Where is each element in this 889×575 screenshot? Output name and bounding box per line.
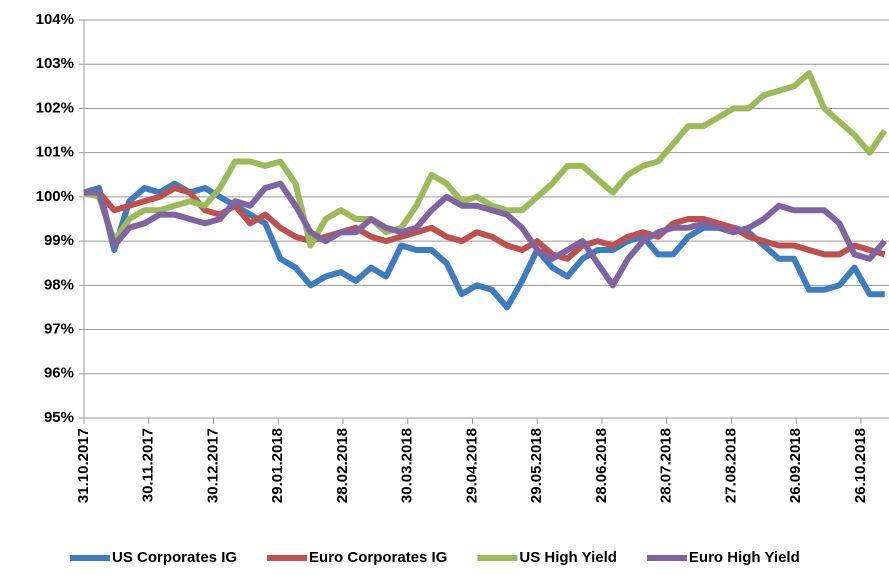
y-tick-label: 98% [44, 276, 74, 293]
y-tick-label: 101% [36, 144, 74, 161]
y-tick-label: 103% [36, 55, 74, 72]
x-tick-label: 30.12.2017 [204, 428, 221, 503]
y-tick-label: 102% [36, 99, 74, 116]
y-tick-label: 96% [44, 365, 74, 382]
x-tick-label: 26.10.2018 [852, 428, 869, 503]
y-tick-label: 100% [36, 188, 74, 205]
x-tick-label: 28.02.2018 [334, 428, 351, 503]
legend-label: US Corporates IG [112, 549, 237, 566]
legend-label: Euro High Yield [689, 549, 800, 566]
x-tick-label: 29.04.2018 [463, 428, 480, 503]
x-tick-label: 31.10.2017 [75, 428, 92, 503]
legend-label: US High Yield [519, 549, 617, 566]
series-line [83, 70, 888, 249]
x-tick-label: 28.06.2018 [593, 428, 610, 503]
y-tick-label: 104% [36, 11, 74, 28]
x-tick-label: 29.01.2018 [269, 428, 286, 503]
x-tick-label: 27.08.2018 [722, 428, 739, 503]
y-tick-label: 99% [44, 232, 74, 249]
x-tick-label: 30.11.2017 [140, 428, 157, 502]
x-tick-label: 26.09.2018 [787, 428, 804, 503]
y-tick-label: 95% [44, 409, 74, 426]
series-line [84, 185, 886, 262]
x-tick-label: 29.05.2018 [528, 428, 545, 503]
series-line [84, 180, 887, 289]
x-tick-label: 28.07.2018 [658, 428, 675, 503]
y-tick-label: 97% [44, 321, 74, 338]
legend-label: Euro Corporates IG [309, 549, 447, 566]
x-tick-label: 30.03.2018 [399, 428, 416, 503]
